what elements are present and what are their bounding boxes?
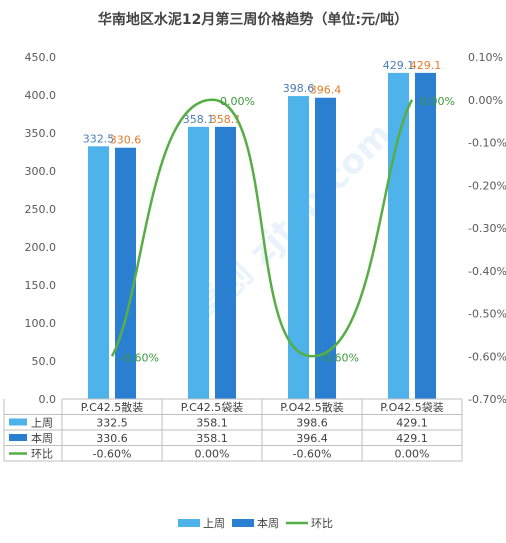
bar-data-label: 330.6 [110,134,142,147]
y-left-tick-label: 100.0 [25,317,57,330]
y-right-tick-label: 0.10% [468,51,503,64]
table-series-name: 本周 [31,431,53,445]
y-left-tick-label: 450.0 [25,51,57,64]
bar-last-week [88,146,109,399]
table-cell: 396.4 [296,432,328,445]
legend-label: 环比 [311,517,333,530]
y-right-tick-label: 0.00% [468,94,503,107]
line-mom [110,98,414,358]
y-left-tick-label: 250.0 [25,203,57,216]
table-series-name: 环比 [31,448,53,461]
bar-last-week [388,72,409,399]
table-cell: 358.1 [196,417,228,430]
y-right-tick-label: -0.20% [468,179,506,192]
y-right-tick-label: -0.60% [468,350,506,363]
chart-title: 华南地区水泥12月第三周价格趋势（单位:元/吨） [98,11,408,28]
table-cell: 429.1 [396,417,428,430]
y-left-tick-label: 0.0 [39,393,57,406]
table-legend-key [9,418,27,426]
legend-label: 上周 [203,517,225,530]
line-data-label: -0.60% [320,351,359,364]
x-tick-label: P.O42.5散装 [280,400,344,414]
legend-key [232,519,254,527]
bar-data-label: 358.1 [183,113,215,126]
y-left-tick-label: 50.0 [32,355,57,368]
table-cell: -0.60% [293,448,332,461]
y-left-tick-label: 150.0 [25,279,57,292]
y-left-tick-label: 350.0 [25,127,57,140]
table-cell: 0.00% [195,448,230,461]
table-cell: -0.60% [93,448,132,461]
line-series: -0.60% 0.00% -0.60% 0.00% [110,95,455,364]
legend-label: 本周 [257,516,279,530]
table-cell: 429.1 [396,432,428,445]
bar-this-week [415,72,436,399]
y-right-tick-label: -0.40% [468,265,506,278]
y-right-tick-label: -0.30% [468,222,506,235]
bar-data-label: 398.6 [283,82,315,95]
y-left-tick-label: 400.0 [25,89,57,102]
legend-key [178,519,200,527]
line-data-label: 0.00% [220,95,255,108]
bar-data-label: 429.1 [410,59,442,72]
table-cell: 332.5 [96,417,128,430]
table-cell: 330.6 [96,432,128,445]
table-series-name: 上周 [31,417,53,430]
axes: 0.0 50.0 100.0 150.0 200.0 250.0 300.0 350.0 400… [25,51,506,406]
y-left-tick-label: 300.0 [25,165,57,178]
y-right-tick-label: -0.70% [468,393,506,406]
table-cell: 0.00% [395,448,430,461]
x-tick-label: P.C42.5散装 [81,400,144,414]
x-tick-label: P.C42.5袋装 [181,400,244,414]
bar-last-week [188,126,209,400]
legend: 上周 本周 环比 [178,516,333,530]
bar-data-label: 358.1 [210,113,242,126]
y-right-tick-label: -0.10% [468,137,506,150]
bar-this-week [215,126,236,400]
bar-this-week [315,97,336,400]
bar-last-week [288,96,309,400]
table-cell: 358.1 [196,432,228,445]
table-cell: 398.6 [296,417,328,430]
bar-data-label: 429.1 [383,59,415,72]
line-data-label: 0.00% [420,95,455,108]
bar-data-label: 396.4 [310,84,342,97]
x-tick-label: P.O42.5袋装 [380,400,444,414]
y-right-tick-label: -0.50% [468,308,506,321]
y-left-tick-label: 200.0 [25,241,57,254]
table-legend-key [9,434,27,441]
line-data-label: -0.60% [120,351,159,364]
bar-data-label: 332.5 [83,132,115,145]
